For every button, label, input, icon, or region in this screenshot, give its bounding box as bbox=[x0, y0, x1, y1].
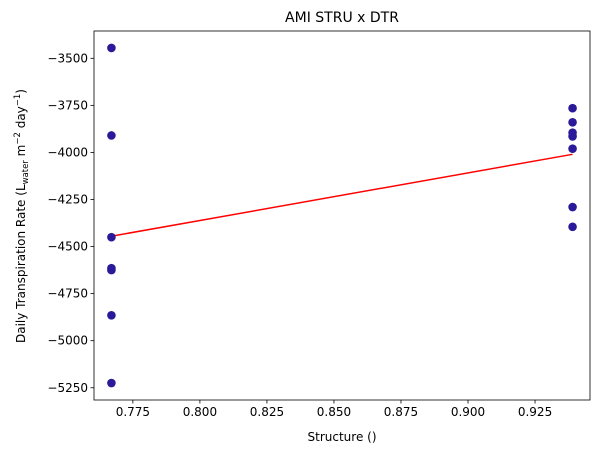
plot-area: 0.775 0.800 0.825 0.850 0.875 0.900 0.925 −350… bbox=[47, 30, 591, 419]
data-point bbox=[107, 131, 116, 140]
x-axis-title: Structure () bbox=[308, 430, 377, 444]
y-tick-label: −4750 bbox=[47, 287, 88, 301]
data-point bbox=[107, 310, 116, 320]
y-axis-title-subscript: water bbox=[21, 160, 31, 185]
x-tick-label: 0.825 bbox=[250, 405, 284, 419]
data-point bbox=[107, 265, 116, 275]
x-tick-label: 0.875 bbox=[384, 405, 418, 419]
data-point bbox=[568, 202, 577, 212]
data-point bbox=[107, 378, 116, 388]
y-axis-title-sup2: −1 bbox=[13, 94, 23, 107]
y-tick-label: −4500 bbox=[47, 240, 88, 254]
data-point bbox=[568, 132, 577, 141]
y-axis-title-mid1: m bbox=[14, 145, 28, 161]
chart-title: AMI STRU x DTR bbox=[285, 10, 399, 26]
fit-line bbox=[111, 153, 573, 237]
data-point bbox=[568, 118, 577, 127]
y-axis-title-suffix: ) bbox=[14, 89, 28, 94]
y-axis-title-prefix: Daily Transpiration Rate (L bbox=[14, 184, 28, 343]
y-axis-title-sup1: −2 bbox=[13, 132, 23, 145]
data-point bbox=[107, 43, 116, 53]
x-tick-label: 0.800 bbox=[183, 405, 217, 419]
y-axis-title: Daily Transpiration Rate (Lwater m−2 day… bbox=[13, 89, 31, 343]
x-tick-label: 0.925 bbox=[518, 405, 552, 419]
x-tick-label: 0.850 bbox=[317, 405, 351, 419]
y-tick-label: −4250 bbox=[47, 192, 88, 206]
y-tick-label: −5250 bbox=[47, 381, 88, 395]
x-tick-label: 0.900 bbox=[451, 405, 485, 419]
y-tick-label: −3500 bbox=[47, 51, 88, 65]
data-point bbox=[107, 232, 116, 242]
data-point bbox=[568, 222, 577, 232]
y-axis-title-mid2: day bbox=[14, 106, 28, 132]
fit-line-layer bbox=[111, 153, 573, 237]
data-point bbox=[568, 144, 577, 153]
y-axis: −3500 −3750 −4000 −4250 −4500 −4750 −5000 −5250 bbox=[47, 51, 94, 395]
data-point bbox=[568, 103, 577, 113]
y-tick-label: −4000 bbox=[47, 145, 88, 159]
x-axis: 0.775 0.800 0.825 0.850 0.875 0.900 0.925 bbox=[116, 400, 552, 419]
y-tick-label: −5000 bbox=[47, 334, 88, 348]
y-tick-label: −3750 bbox=[47, 98, 88, 112]
x-tick-label: 0.775 bbox=[116, 405, 150, 419]
data-points bbox=[107, 43, 577, 388]
axes-frame bbox=[93, 30, 591, 401]
